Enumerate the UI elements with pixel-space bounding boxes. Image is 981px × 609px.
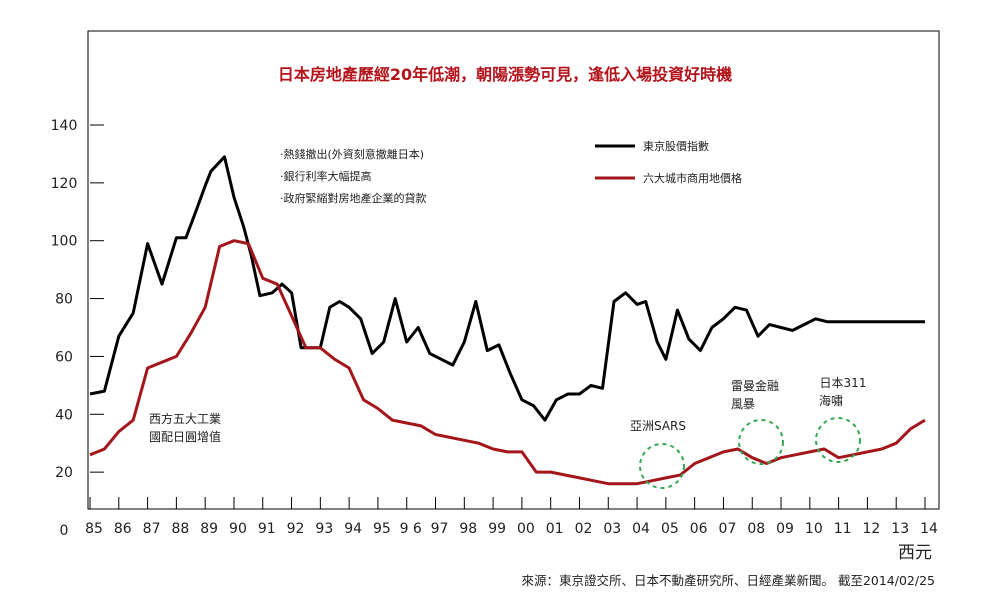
x-tick-label: 12 (862, 521, 880, 537)
x-tick-label: 95 (373, 521, 391, 537)
note-line: ‧熱錢撤出(外資刻意撤離日本) (280, 147, 424, 161)
x-tick-label: 97 (431, 521, 449, 537)
x-tick-label: 92 (287, 521, 305, 537)
legend-label: 六大城市商用地價格 (643, 171, 742, 185)
legend-label: 東京股價指數 (643, 139, 709, 153)
annotation-text: 風暴 (731, 397, 755, 411)
y-tick-label: 120 (51, 176, 78, 192)
y-tick-label: 80 (55, 292, 73, 308)
x-tick-label: 9 6 (400, 521, 422, 537)
event-highlight-circle (815, 417, 861, 463)
y-tick-label: 100 (51, 234, 78, 250)
y-tick-label: 20 (55, 465, 73, 481)
annotation-text: 雷曼金融 (731, 378, 779, 393)
x-tick-label: 08 (747, 521, 765, 537)
event-highlight-circle (738, 419, 784, 465)
annotation-text: 日本311 (820, 376, 867, 390)
y-tick-label: 60 (55, 349, 73, 365)
note-line: ‧政府緊縮對房地產企業的貸款 (280, 191, 427, 205)
x-tick-label: 04 (632, 521, 650, 537)
annotation-text: 西方五大工業 (149, 411, 221, 426)
x-tick-label: 09 (776, 521, 794, 537)
x-tick-label: 05 (661, 521, 679, 537)
annotation-text: 亞洲SARS (630, 419, 686, 433)
source-note: 來源：東京證交所、日本不動產研究所、日經產業新聞。 截至2014/02/25 (521, 573, 935, 588)
x-tick-label: 03 (603, 521, 621, 537)
x-tick-label: 87 (143, 521, 161, 537)
note-line: ‧銀行利率大幅提高 (280, 169, 372, 183)
event-notes: ‧熱錢撤出(外資刻意撤離日本) ‧銀行利率大幅提高 ‧政府緊縮對房地產企業的貸款 (280, 147, 427, 205)
series-line-land-price (89, 239, 926, 486)
x-tick-label: 07 (719, 521, 737, 537)
series-lines (89, 155, 926, 486)
x-tick-label: 14 (920, 521, 938, 537)
x-tick-label: 00 (517, 521, 535, 537)
x-tick-label: 85 (85, 521, 103, 537)
x-tick-label: 86 (114, 521, 132, 537)
x-axis-unit: 西元 (898, 543, 932, 563)
y-axis: 0 20 40 60 80 100 120 140 (51, 118, 104, 539)
x-tick-label: 90 (229, 521, 247, 537)
y-tick-label: 140 (51, 118, 78, 134)
plot-frame (87, 30, 940, 510)
annotation-text: 國配日圓增值 (149, 429, 221, 444)
y-tick-label: 40 (55, 407, 73, 423)
x-tick-label: 10 (805, 521, 823, 537)
x-tick-label: 99 (488, 521, 506, 537)
x-tick-label: 01 (546, 521, 564, 537)
x-tick-label: 93 (315, 521, 333, 537)
chart-title: 日本房地產歷經20年低潮，朝陽漲勢可見，逢低入場投資好時機 (278, 65, 732, 84)
y-tick-label: 0 (60, 523, 69, 539)
x-tick-label: 13 (891, 521, 909, 537)
x-axis: 85 86 87 88 89 90 91 92 93 94 95 9 6 97 98 99 00 01 02 03 0… (85, 497, 938, 537)
x-tick-label: 98 (459, 521, 477, 537)
annotation-text: 海嘯 (819, 393, 843, 408)
x-tick-label: 11 (834, 521, 852, 537)
x-tick-label: 89 (200, 521, 218, 537)
event-highlight-circle (639, 443, 685, 489)
x-tick-label: 02 (575, 521, 593, 537)
x-tick-label: 06 (690, 521, 708, 537)
x-tick-label: 88 (171, 521, 189, 537)
x-tick-label: 94 (344, 521, 362, 537)
series-line-tokyo-stock (89, 155, 925, 422)
x-tick-label: 91 (258, 521, 276, 537)
